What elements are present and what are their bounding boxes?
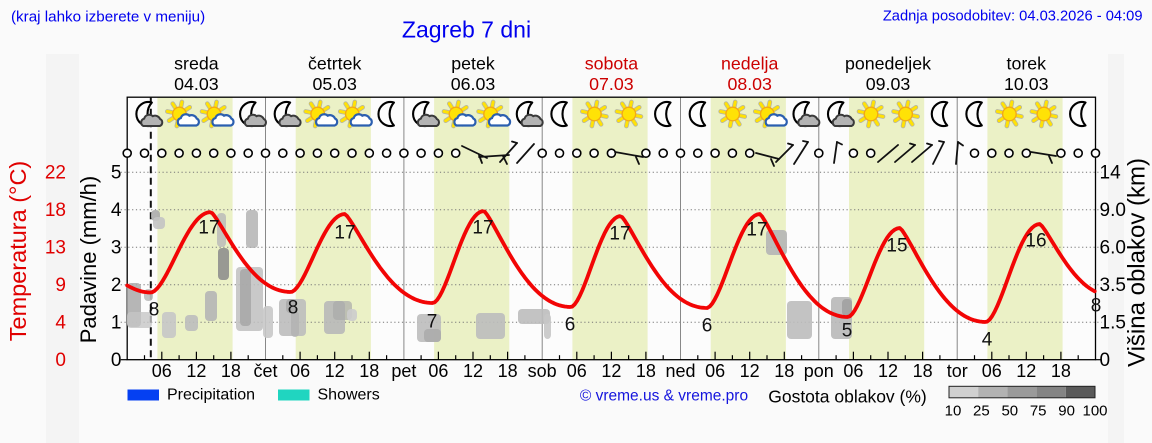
svg-text:5: 5 xyxy=(842,320,853,341)
svg-text:10: 10 xyxy=(945,403,962,420)
svg-text:čet: čet xyxy=(253,361,277,381)
svg-text:18: 18 xyxy=(498,361,518,381)
svg-text:pet: pet xyxy=(391,361,416,381)
svg-text:13: 13 xyxy=(45,238,66,259)
svg-text:17: 17 xyxy=(198,217,219,238)
svg-text:90: 90 xyxy=(1058,403,1075,420)
svg-text:sobota: sobota xyxy=(585,54,638,74)
svg-text:05.03: 05.03 xyxy=(312,74,357,94)
svg-text:18: 18 xyxy=(913,361,933,381)
svg-text:06: 06 xyxy=(290,361,310,381)
svg-text:12: 12 xyxy=(186,361,206,381)
svg-text:18: 18 xyxy=(1051,361,1071,381)
svg-text:75: 75 xyxy=(1030,403,1047,420)
svg-text:Višina oblakov (km): Višina oblakov (km) xyxy=(1124,158,1151,367)
svg-text:07.03: 07.03 xyxy=(589,74,634,94)
svg-text:04.03: 04.03 xyxy=(174,74,219,94)
svg-text:8: 8 xyxy=(149,299,160,320)
svg-text:25: 25 xyxy=(973,403,990,420)
svg-text:tor: tor xyxy=(947,361,968,381)
svg-text:10.03: 10.03 xyxy=(1004,74,1049,94)
svg-text:Zadnja posodobitev: 04.03.2026: Zadnja posodobitev: 04.03.2026 - 04:09 xyxy=(883,9,1143,25)
svg-text:08.03: 08.03 xyxy=(727,74,772,94)
svg-text:50: 50 xyxy=(1001,403,1018,420)
svg-text:1: 1 xyxy=(111,313,122,334)
svg-text:12: 12 xyxy=(325,361,345,381)
svg-text:17: 17 xyxy=(472,217,493,238)
svg-text:ned: ned xyxy=(665,361,695,381)
svg-text:06: 06 xyxy=(567,361,587,381)
svg-text:7: 7 xyxy=(427,311,438,332)
svg-text:petek: petek xyxy=(451,54,495,74)
svg-text:18: 18 xyxy=(359,361,379,381)
svg-text:4: 4 xyxy=(55,313,66,334)
svg-text:4: 4 xyxy=(982,329,993,350)
svg-text:18: 18 xyxy=(45,200,66,221)
svg-text:© vreme.us & vreme.pro: © vreme.us & vreme.pro xyxy=(580,388,748,405)
svg-text:06: 06 xyxy=(705,361,725,381)
svg-text:Zagreb 7 dni: Zagreb 7 dni xyxy=(402,17,531,43)
svg-text:Precipitation: Precipitation xyxy=(167,387,255,404)
svg-text:0: 0 xyxy=(55,350,66,371)
svg-text:Padavine (mm/h): Padavine (mm/h) xyxy=(76,176,101,344)
svg-text:12: 12 xyxy=(1016,361,1036,381)
svg-text:torek: torek xyxy=(1007,54,1047,74)
svg-text:09.03: 09.03 xyxy=(866,74,911,94)
svg-text:22: 22 xyxy=(45,163,66,184)
svg-text:12: 12 xyxy=(878,361,898,381)
svg-text:9.0: 9.0 xyxy=(1100,200,1126,221)
svg-text:8: 8 xyxy=(1091,295,1102,316)
svg-text:Showers: Showers xyxy=(318,387,380,404)
svg-text:(kraj lahko izberete v meniju): (kraj lahko izberete v meniju) xyxy=(11,9,205,26)
svg-text:17: 17 xyxy=(609,223,630,244)
svg-text:8: 8 xyxy=(288,297,299,318)
svg-text:nedelja: nedelja xyxy=(721,54,778,74)
svg-text:2: 2 xyxy=(111,275,122,296)
svg-text:16: 16 xyxy=(1025,230,1046,251)
svg-text:sob: sob xyxy=(528,361,557,381)
svg-text:18: 18 xyxy=(636,361,656,381)
svg-text:06.03: 06.03 xyxy=(451,74,496,94)
svg-text:6: 6 xyxy=(565,314,576,335)
svg-text:Temperatura (°C): Temperatura (°C) xyxy=(5,161,31,341)
svg-text:100: 100 xyxy=(1082,403,1107,420)
svg-text:06: 06 xyxy=(428,361,448,381)
svg-text:4: 4 xyxy=(111,200,122,221)
svg-text:ponedeljek: ponedeljek xyxy=(845,54,931,74)
svg-text:15: 15 xyxy=(886,235,907,256)
svg-text:9: 9 xyxy=(55,275,66,296)
svg-text:14: 14 xyxy=(1100,163,1122,184)
svg-text:18: 18 xyxy=(221,361,241,381)
svg-text:5: 5 xyxy=(111,163,122,184)
svg-text:17: 17 xyxy=(334,222,355,243)
svg-text:12: 12 xyxy=(740,361,760,381)
svg-text:0: 0 xyxy=(111,350,122,371)
svg-text:3.5: 3.5 xyxy=(1100,275,1126,296)
svg-text:06: 06 xyxy=(843,361,863,381)
svg-text:pon: pon xyxy=(804,361,834,381)
svg-text:Gostota oblakov (%): Gostota oblakov (%) xyxy=(768,387,927,407)
svg-text:1.5: 1.5 xyxy=(1100,313,1126,334)
svg-text:12: 12 xyxy=(463,361,483,381)
svg-text:četrtek: četrtek xyxy=(308,54,361,74)
svg-text:06: 06 xyxy=(152,361,172,381)
svg-text:17: 17 xyxy=(746,219,767,240)
svg-text:6: 6 xyxy=(702,315,713,336)
svg-text:12: 12 xyxy=(601,361,621,381)
svg-text:sreda: sreda xyxy=(174,54,219,74)
svg-text:6.0: 6.0 xyxy=(1100,238,1126,259)
svg-text:0: 0 xyxy=(1100,350,1111,371)
svg-text:06: 06 xyxy=(982,361,1002,381)
svg-text:3: 3 xyxy=(111,238,122,259)
svg-text:18: 18 xyxy=(774,361,794,381)
